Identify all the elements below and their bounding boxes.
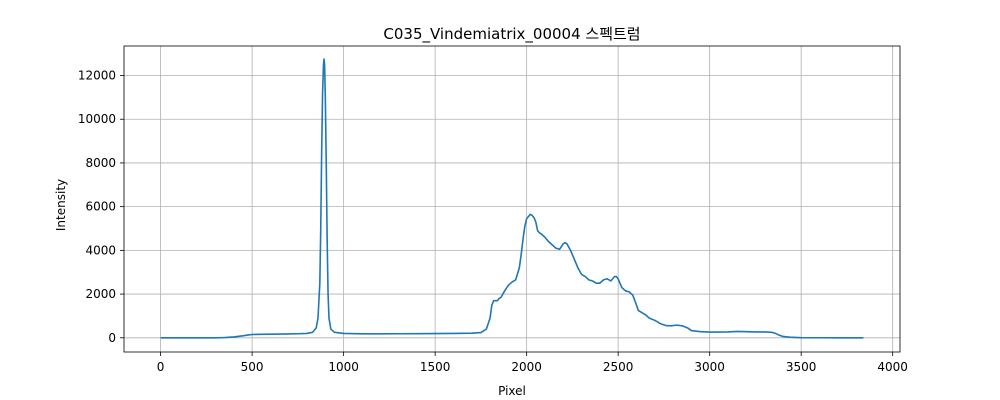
y-tick-label: 2000 xyxy=(85,287,116,301)
y-axis-label: Intensity xyxy=(54,179,68,231)
chart-title: C035_Vindemiatrix_00004 스펙트럼 xyxy=(383,25,640,44)
y-tick-label: 0 xyxy=(108,331,116,345)
y-tick-label: 8000 xyxy=(85,156,116,170)
spectrum-line xyxy=(160,58,864,339)
axis-ticks: 0 500 1000 1500 2000 2500 3000 3500 4000 0 2000 400… xyxy=(78,69,908,374)
x-axis-label: Pixel xyxy=(498,384,526,398)
x-tick-label: 2000 xyxy=(511,360,542,374)
y-tick-label: 10000 xyxy=(78,112,116,126)
x-tick-label: 1000 xyxy=(328,360,359,374)
x-tick-label: 0 xyxy=(157,360,165,374)
x-tick-label: 4000 xyxy=(877,360,908,374)
grid xyxy=(124,46,900,352)
y-tick-label: 6000 xyxy=(85,200,116,214)
x-tick-label: 3000 xyxy=(694,360,725,374)
x-tick-label: 1500 xyxy=(420,360,451,374)
y-tick-label: 12000 xyxy=(78,69,116,83)
plot-frame xyxy=(123,45,901,353)
x-tick-label: 500 xyxy=(241,360,264,374)
y-tick-label: 4000 xyxy=(85,243,116,257)
x-tick-label: 3500 xyxy=(786,360,817,374)
x-tick-label: 2500 xyxy=(603,360,634,374)
